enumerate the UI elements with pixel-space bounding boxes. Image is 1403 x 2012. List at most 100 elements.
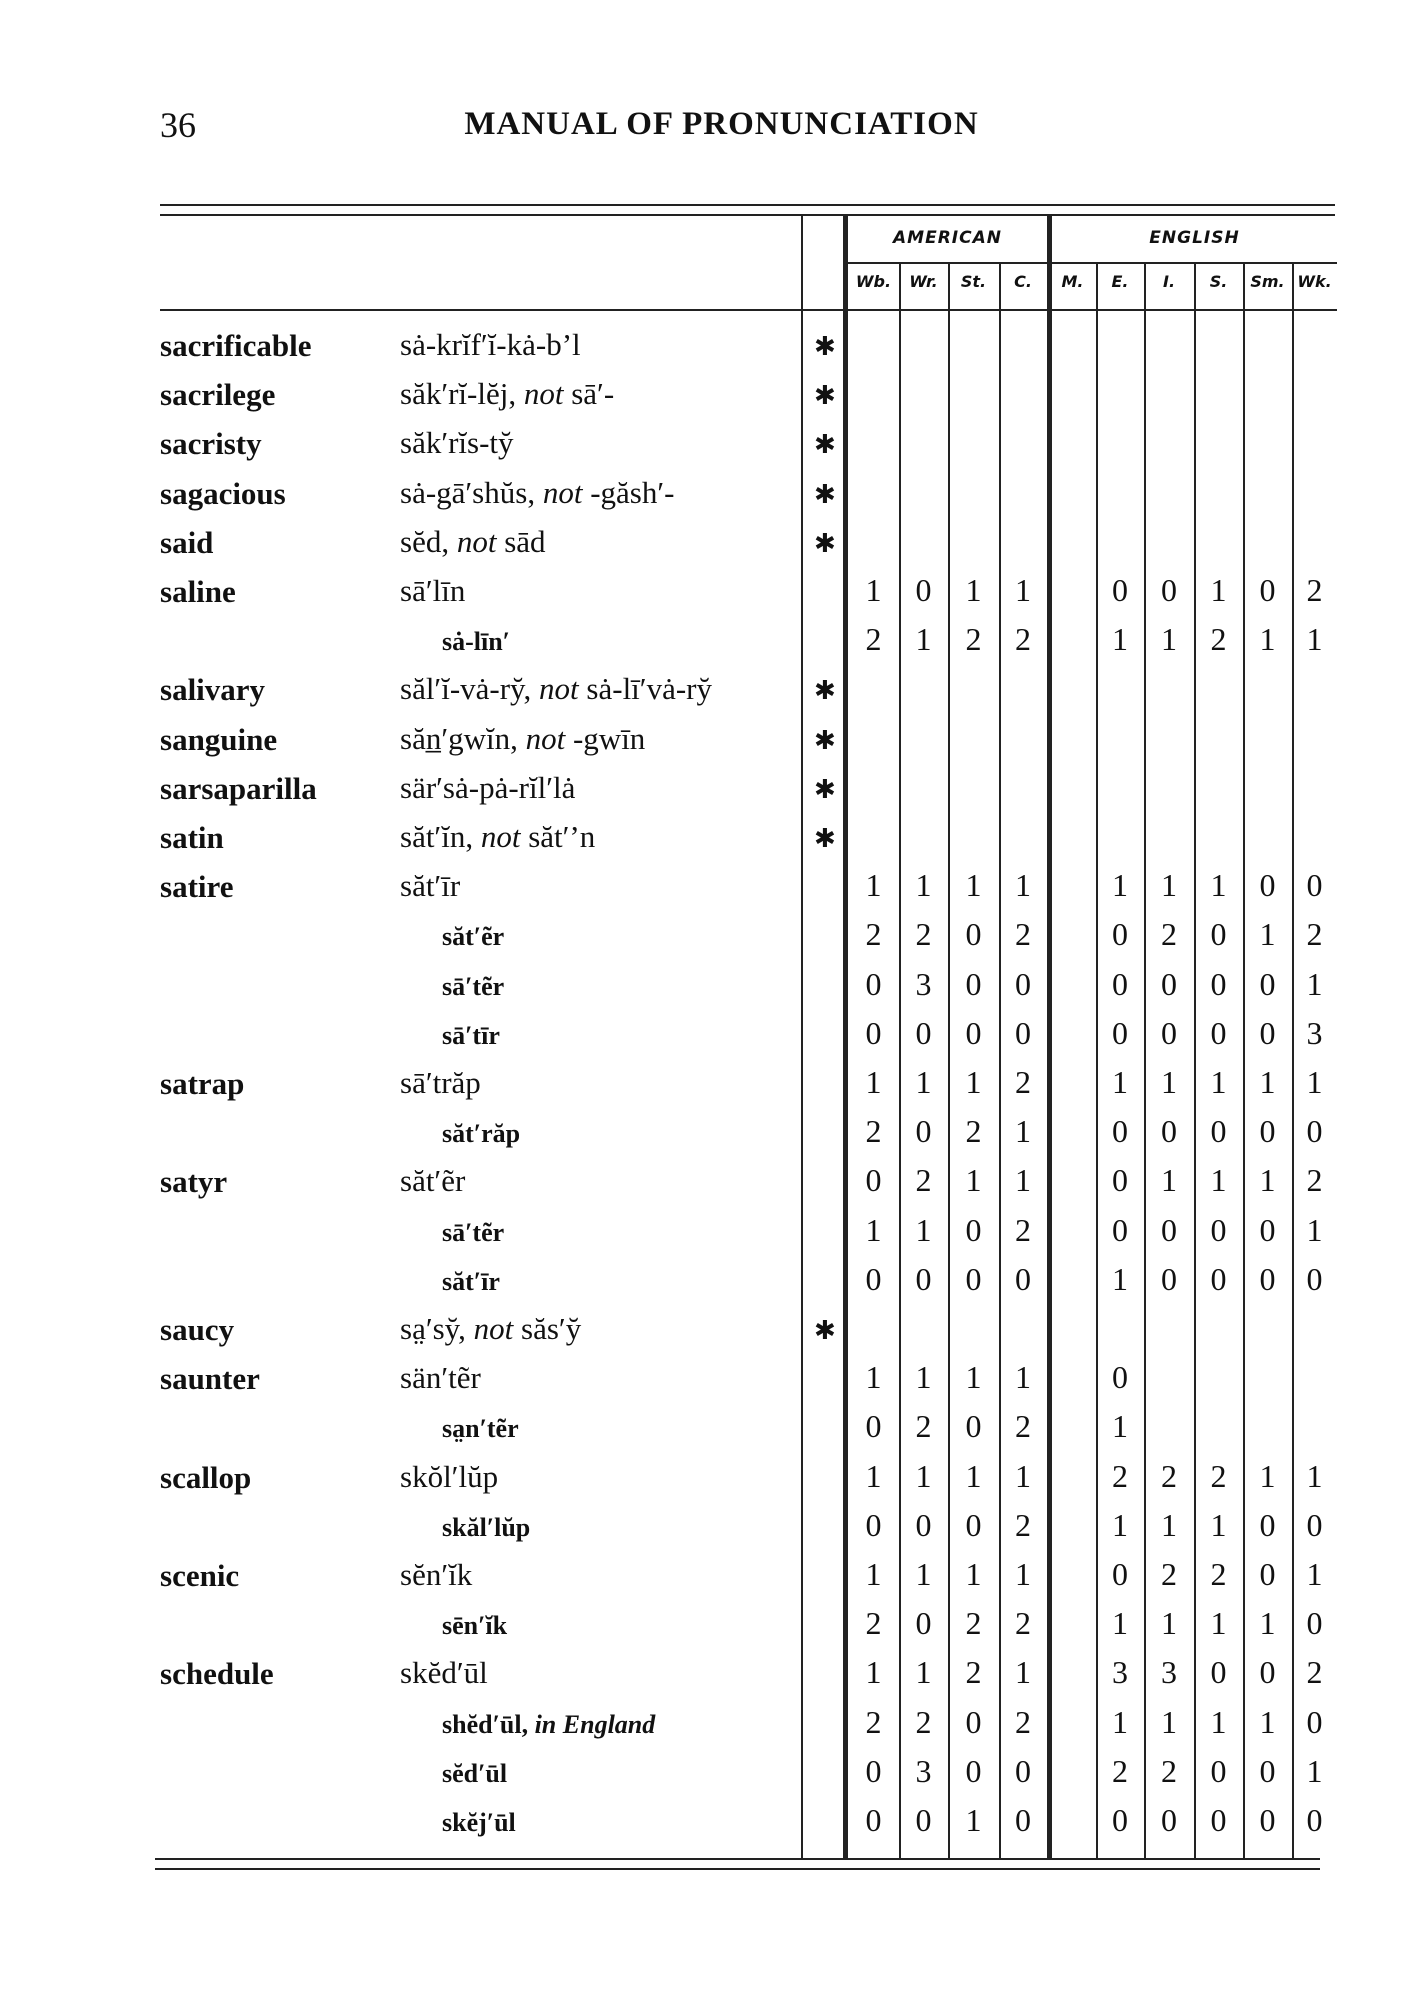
headword: schedule bbox=[160, 1656, 274, 1692]
pronunciation-text: săt′’n bbox=[520, 819, 596, 854]
american-count: 0 bbox=[965, 1506, 982, 1543]
american-count: 0 bbox=[1015, 965, 1031, 1002]
english-count: 1 bbox=[1259, 1605, 1276, 1642]
pronunciation: săt′īr bbox=[400, 868, 460, 904]
american-count: 0 bbox=[1015, 1802, 1031, 1838]
pronunciation: sȧ-gā′shŭs, not -găsh′- bbox=[400, 475, 674, 511]
pronunciation: sā′trăp bbox=[400, 1065, 481, 1101]
table-row: scallop skŏl′lŭp 1 1 1 1 2 2 2 1 1 bbox=[0, 1456, 1403, 1505]
pronunciation-text: sād bbox=[496, 523, 546, 559]
english-count: 1 bbox=[1112, 1260, 1128, 1297]
column-header: Sm. bbox=[1250, 272, 1285, 291]
american-count: 0 bbox=[915, 1506, 932, 1543]
american-count: 0 bbox=[865, 1802, 882, 1838]
pronunciation: sĕn′ĭk bbox=[400, 1557, 472, 1593]
american-count: 1 bbox=[865, 867, 882, 904]
column-divider bbox=[801, 216, 803, 1858]
pronunciation-text: sā′tẽr bbox=[442, 971, 505, 1001]
pronunciation: sa̤n′tẽr bbox=[442, 1414, 519, 1444]
english-count: 0 bbox=[1112, 1113, 1128, 1150]
english-count: 0 bbox=[1259, 1556, 1276, 1592]
pronunciation: săk′rĭ-lĕj, not sā′- bbox=[400, 376, 614, 412]
column-header: E. bbox=[1111, 272, 1129, 291]
english-count: 1 bbox=[1306, 965, 1323, 1002]
american-count: 2 bbox=[1015, 916, 1031, 953]
bottom-rule bbox=[155, 1858, 1320, 1860]
pronunciation: sĕd, not sād bbox=[400, 524, 546, 560]
english-count: 1 bbox=[1259, 621, 1276, 658]
pronunciation-text: sȧ-krĭf′ĭ-kȧ-b’l bbox=[400, 327, 581, 362]
italic-note: not bbox=[480, 819, 521, 854]
pronunciation: shĕd′ūl, in England bbox=[442, 1710, 655, 1740]
american-count: 0 bbox=[865, 1014, 882, 1051]
column-divider bbox=[1096, 262, 1098, 1858]
column-divider bbox=[899, 262, 901, 1858]
pronunciation-text: sā′līn bbox=[400, 573, 466, 608]
english-count: 2 bbox=[1210, 1457, 1227, 1494]
pronunciation: sā′tẽr bbox=[442, 1218, 504, 1248]
english-count: 0 bbox=[1112, 1359, 1128, 1396]
pronunciation: săl′ĭ-vȧ-ry̆, not sȧ-lī′vȧ-ry̆ bbox=[400, 671, 712, 707]
pronunciation: săt′răp bbox=[442, 1119, 520, 1149]
column-divider bbox=[843, 216, 848, 1858]
pronunciation: săn̲′gwĭn, not -gwīn bbox=[400, 721, 645, 757]
pronunciation-text: săt′ẽr bbox=[442, 922, 505, 952]
american-count: 2 bbox=[915, 916, 932, 953]
pronunciation-text: sa̤n′tẽr bbox=[442, 1414, 519, 1444]
pronunciation-text: sa̤′sy̆, bbox=[400, 1311, 474, 1346]
english-count: 1 bbox=[1112, 621, 1128, 658]
headword: satyr bbox=[160, 1164, 228, 1200]
english-group-header: ENGLISH bbox=[1149, 228, 1240, 248]
table-row: saline sā′līn 1 0 1 1 0 0 1 0 2 bbox=[0, 570, 1403, 619]
italic-note: not bbox=[539, 671, 579, 707]
american-count: 1 bbox=[1015, 1359, 1031, 1396]
table-row: săt′ẽr 2 2 0 2 0 2 0 1 2 bbox=[0, 914, 1403, 963]
column-header: S. bbox=[1209, 272, 1228, 291]
pronunciation: săt′ẽr bbox=[400, 1163, 465, 1199]
column-header: Wk. bbox=[1297, 272, 1332, 291]
headword: sanguine bbox=[160, 721, 278, 757]
headword: scenic bbox=[160, 1558, 240, 1593]
pronunciation-text: skŏl′lŭp bbox=[400, 1458, 499, 1494]
american-count: 0 bbox=[865, 1408, 882, 1445]
asterisk-icon: ✱ bbox=[814, 381, 836, 412]
english-count: 0 bbox=[1259, 1211, 1276, 1248]
english-count: 0 bbox=[1259, 965, 1276, 1002]
english-count: 3 bbox=[1161, 1654, 1177, 1691]
english-count: 1 bbox=[1259, 1064, 1276, 1100]
table-row: sarsaparilla sär′sȧ-pȧ-rĭl′lȧ ✱ bbox=[0, 767, 1403, 816]
italic-note: not bbox=[473, 1311, 514, 1346]
headword: sarsaparilla bbox=[160, 770, 317, 806]
english-count: 1 bbox=[1161, 621, 1177, 658]
english-count: 1 bbox=[1112, 1064, 1128, 1100]
pronunciation-text: skăl′lŭp bbox=[442, 1512, 531, 1542]
english-count: 1 bbox=[1112, 867, 1128, 904]
table-row: sā′tẽr 0 3 0 0 0 0 0 0 1 bbox=[0, 964, 1403, 1013]
english-count: 0 bbox=[1306, 1703, 1323, 1740]
english-count: 1 bbox=[1210, 867, 1227, 904]
american-count: 2 bbox=[915, 1408, 932, 1445]
pronunciation-text: săt′īr bbox=[442, 1266, 500, 1296]
english-count: 0 bbox=[1210, 1113, 1227, 1150]
english-count: 2 bbox=[1306, 1162, 1323, 1199]
american-count: 2 bbox=[865, 916, 882, 953]
page-number: 36 bbox=[160, 105, 196, 145]
headword: sacrificable bbox=[160, 328, 312, 363]
group-rule bbox=[843, 262, 1337, 264]
english-count: 0 bbox=[1112, 965, 1128, 1002]
english-count: 0 bbox=[1259, 1802, 1276, 1838]
headword: salivary bbox=[160, 672, 266, 708]
american-count: 2 bbox=[915, 1703, 932, 1740]
english-count: 1 bbox=[1210, 1506, 1227, 1543]
english-count: 0 bbox=[1161, 1802, 1177, 1838]
asterisk-icon: ✱ bbox=[814, 430, 836, 461]
headword: sacrilege bbox=[160, 377, 276, 413]
american-count: 1 bbox=[865, 572, 882, 608]
english-count: 0 bbox=[1259, 867, 1276, 904]
asterisk-icon: ✱ bbox=[814, 774, 836, 805]
american-count: 1 bbox=[1015, 1162, 1031, 1199]
table-row: salivary săl′ĭ-vȧ-ry̆, not sȧ-lī′vȧ-ry̆ ✱ bbox=[0, 668, 1403, 717]
english-count: 1 bbox=[1112, 1703, 1128, 1740]
american-count: 2 bbox=[1015, 1703, 1031, 1740]
english-count: 1 bbox=[1306, 1211, 1323, 1248]
